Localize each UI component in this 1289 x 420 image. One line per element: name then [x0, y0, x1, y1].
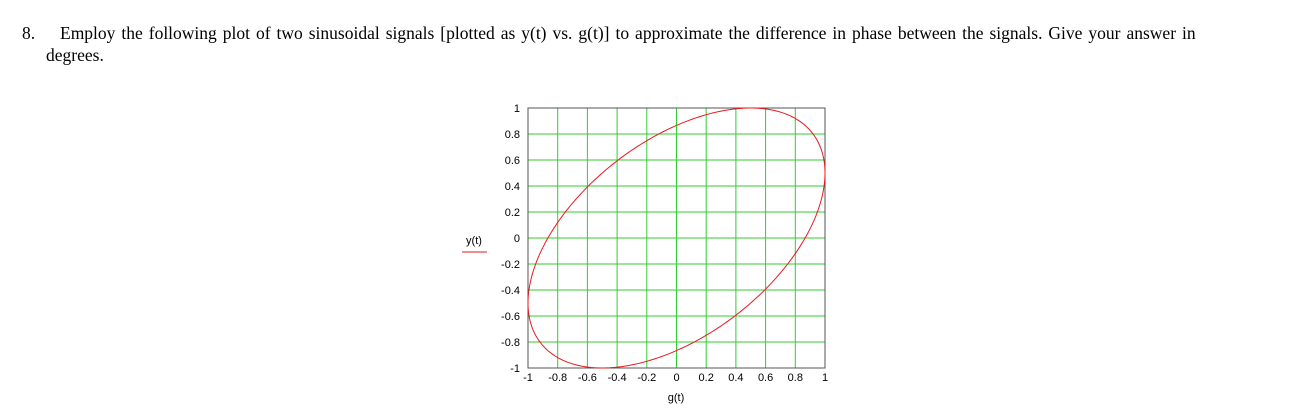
x-tick-label: -0.8 [548, 372, 567, 384]
x-tick-label: 0.2 [699, 372, 714, 384]
x-tick-label: -1 [523, 372, 533, 384]
y-tick-label: 1 [514, 103, 520, 115]
y-tick-label: 0 [514, 233, 520, 245]
x-tick-label: 0 [673, 372, 679, 384]
x-tick-label: 0.6 [758, 372, 773, 384]
x-axis-label: g(t) [668, 392, 685, 404]
ellipse-curve [527, 107, 826, 369]
y-tick-label: -0.8 [501, 337, 520, 349]
y-tick-label: -0.6 [501, 311, 520, 323]
x-tick-labels: -1 -0.8 -0.6 -0.4 -0.2 0 0.2 0.4 0.6 0.8 1 [523, 372, 828, 384]
y-tick-labels: 1 0.8 0.6 0.4 0.2 0 -0.2 -0.4 -0.6 -0.8 -1 [501, 103, 520, 375]
question-number: 8. [22, 23, 36, 43]
y-tick-label: 0.2 [505, 207, 520, 219]
y-tick-label: -1 [510, 363, 520, 375]
x-tick-label: 1 [822, 372, 828, 384]
x-tick-label: 0.8 [788, 372, 803, 384]
y-tick-label: 0.8 [505, 129, 520, 141]
x-tick-label: 0.4 [728, 372, 743, 384]
question-text-line2: degrees. [46, 45, 104, 65]
y-tick-label: -0.2 [501, 259, 520, 271]
question-text-line1: Employ the following plot of two sinusoi… [60, 23, 1196, 43]
plot-grid [528, 108, 825, 368]
x-tick-label: -0.4 [608, 372, 627, 384]
y-axis-label: y(t) [466, 235, 482, 247]
x-tick-label: -0.2 [637, 372, 656, 384]
y-tick-label: -0.4 [501, 285, 520, 297]
x-tick-label: -0.6 [578, 372, 597, 384]
plot-frame [527, 107, 826, 369]
y-tick-label: 0.6 [505, 155, 520, 167]
y-tick-label: 0.4 [505, 181, 520, 193]
